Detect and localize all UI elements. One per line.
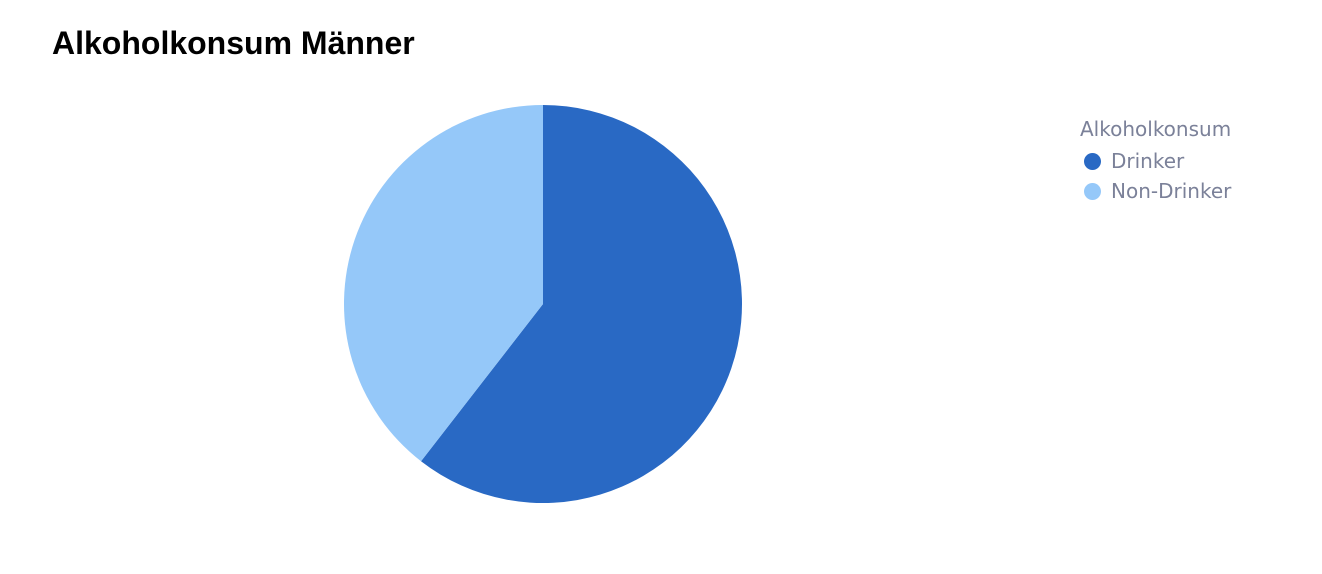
legend-label-drinker: Drinker <box>1111 149 1185 173</box>
chart-title: Alkoholkonsum Männer <box>52 25 415 61</box>
legend-item-non-drinker[interactable]: Non-Drinker <box>1080 176 1231 206</box>
legend-title: Alkoholkonsum <box>1080 117 1232 141</box>
legend-item-drinker[interactable]: Drinker <box>1080 146 1231 176</box>
legend-dot-drinker <box>1084 152 1101 170</box>
legend-dot-non-drinker <box>1084 182 1101 200</box>
pie-slice-drinker[interactable] <box>421 105 743 503</box>
legend: Alkoholkonsum Drinker Non-Drinker <box>1080 116 1231 206</box>
legend-label-non-drinker: Non-Drinker <box>1111 179 1232 203</box>
pie-slice-non-drinker[interactable] <box>344 105 543 462</box>
